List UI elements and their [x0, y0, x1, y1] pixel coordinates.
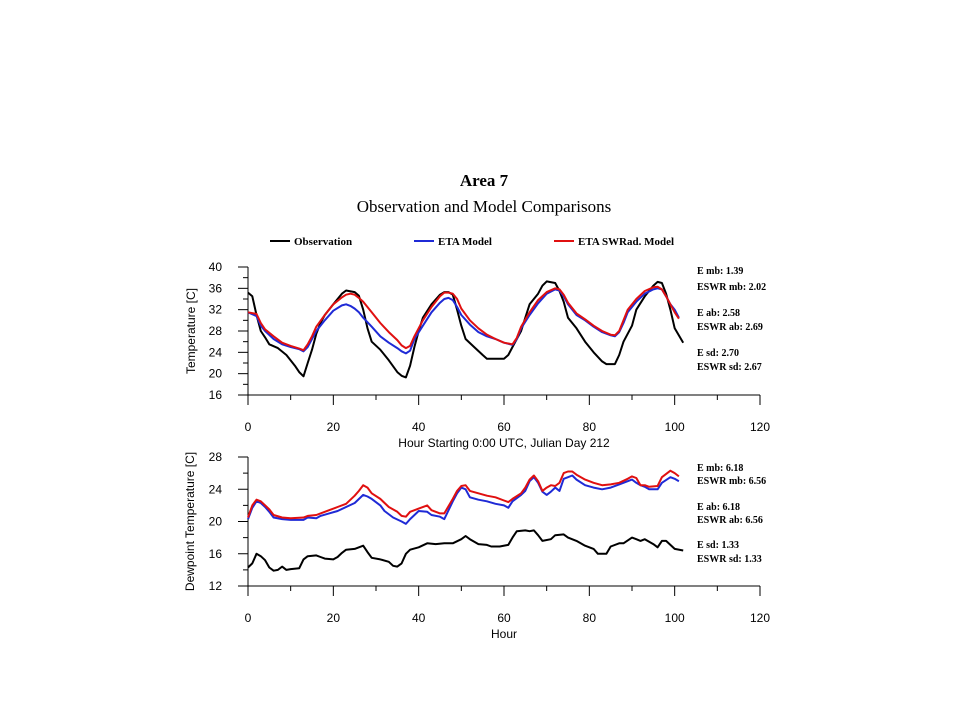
temperature-panel: 0 20 40 60 80 100 120 16 20 24 28 32 36 40 Hour Starti… — [184, 260, 770, 450]
x-tick-label: 0 — [245, 420, 252, 434]
y-tick-label: 24 — [209, 345, 223, 359]
x-tick-label: 0 — [245, 611, 252, 625]
y-tick-label: 20 — [209, 515, 223, 529]
y-tick-label: 28 — [209, 450, 223, 464]
y-tick-label: 36 — [209, 281, 223, 295]
series-line-eta-model — [247, 474, 680, 525]
x-tick-label: 120 — [750, 611, 770, 625]
x-axis-label: Hour Starting 0:00 UTC, Julian Day 212 — [398, 436, 610, 450]
x-tick-label: 100 — [665, 611, 685, 625]
y-axis-label: Dewpoint Temperature [C] — [183, 452, 197, 591]
stat-label: E sd: 2.70 — [697, 348, 739, 359]
stat-label: E sd: 1.33 — [697, 540, 739, 551]
stat-label: ESWR ab: 6.56 — [697, 515, 763, 526]
stat-label: E mb: 6.18 — [697, 463, 743, 474]
x-axis-label: Hour — [491, 627, 517, 641]
legend-label-0: Observation — [294, 236, 352, 248]
chart-subtitle: Observation and Model Comparisons — [357, 197, 612, 216]
y-tick-label: 12 — [209, 579, 223, 593]
x-tick-label: 80 — [583, 611, 597, 625]
x-tick-label: 100 — [665, 420, 685, 434]
stat-label: E ab: 6.18 — [697, 502, 740, 513]
y-tick-label: 20 — [209, 367, 223, 381]
series-line-eta-swrad-model — [247, 469, 680, 520]
dewpoint-panel: 0 20 40 60 80 100 120 12 16 20 24 28 Hour Dewpoint Te… — [183, 450, 770, 641]
stat-label: E mb: 1.39 — [697, 266, 743, 277]
series-line-eta-swrad-model — [247, 285, 680, 352]
x-tick-label: 40 — [412, 611, 426, 625]
x-tick-label: 20 — [327, 611, 341, 625]
y-axis-label: Temperature [C] — [184, 288, 198, 374]
y-tick-label: 32 — [209, 303, 223, 317]
x-tick-label: 120 — [750, 420, 770, 434]
y-tick-label: 28 — [209, 324, 223, 338]
series-line-observation — [247, 280, 685, 379]
x-tick-label: 40 — [412, 420, 426, 434]
stat-label: E ab: 2.58 — [697, 308, 740, 319]
legend-label-1: ETA Model — [438, 236, 492, 248]
x-tick-label: 20 — [327, 420, 341, 434]
y-tick-label: 16 — [209, 547, 223, 561]
y-tick-label: 16 — [209, 388, 223, 402]
x-tick-label: 60 — [497, 420, 511, 434]
x-tick-label: 80 — [583, 420, 597, 434]
stat-label: ESWR sd: 2.67 — [697, 362, 762, 373]
y-tick-label: 24 — [209, 482, 223, 496]
stat-label: ESWR sd: 1.33 — [697, 554, 762, 565]
chart-title: Area 7 — [460, 171, 509, 190]
stat-label: ESWR mb: 6.56 — [697, 476, 766, 487]
stat-label: ESWR mb: 2.02 — [697, 282, 766, 293]
x-tick-label: 60 — [497, 611, 511, 625]
y-tick-label: 40 — [209, 260, 223, 274]
stat-label: ESWR ab: 2.69 — [697, 322, 763, 333]
series-line-observation — [247, 529, 684, 572]
legend-label-2: ETA SWRad. Model — [578, 236, 674, 248]
legend: Observation ETA Model ETA SWRad. Model — [270, 236, 674, 248]
